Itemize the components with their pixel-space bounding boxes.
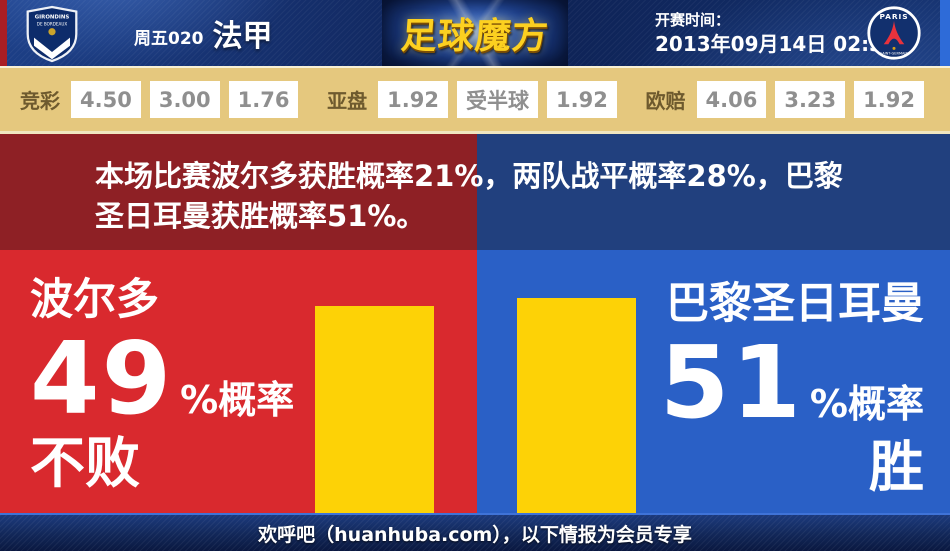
badge-ball-icon — [48, 28, 56, 36]
badge-chevron — [34, 37, 70, 60]
right-edge-accent — [940, 0, 950, 66]
odds-cell: 3.00 — [149, 81, 220, 118]
odds-cell: 4.06 — [696, 81, 767, 118]
odds-cell-handicap: 受半球 — [457, 81, 538, 118]
away-prob-bar — [517, 298, 636, 513]
odds-label-oupei: 欧赔 — [645, 89, 686, 113]
fleur-icon — [892, 46, 896, 50]
summary-text: 本场比赛波尔多获胜概率21%，两队战平概率28%，巴黎圣日耳曼获胜概率51%。 — [95, 159, 843, 233]
psg-crest-icon: PARIS SAINT-GERMAIN — [867, 6, 921, 60]
odds-group-jingcai: 竞彩 4.50 3.00 1.76 — [20, 81, 299, 118]
psg-badge: PARIS SAINT-GERMAIN — [866, 5, 922, 65]
away-prob-row: 51 %概率 — [659, 324, 924, 441]
home-panel: 波尔多 49 %概率 不败 — [0, 250, 477, 513]
away-panel: 巴黎圣日耳曼 51 %概率 胜 — [477, 250, 950, 513]
kickoff-block: 开赛时间： 2013年09月14日 02:30 — [655, 9, 897, 57]
odds-group-yapan: 亚盘 1.92 受半球 1.92 — [327, 81, 617, 118]
league-block: 周五020 法甲 — [134, 0, 273, 66]
kickoff-time: 2013年09月14日 02:30 — [655, 32, 897, 56]
divider — [0, 131, 950, 134]
bordeaux-badge: GIRONDINS DE BORDEAUX — [25, 5, 79, 67]
match-code: 周五020 — [134, 28, 204, 49]
odds-bar: 竞彩 4.50 3.00 1.76 亚盘 1.92 受半球 1.92 欧赔 4.… — [0, 68, 950, 131]
bordeaux-badge-line1: GIRONDINS — [35, 15, 70, 21]
away-prob-unit: %概率 — [809, 382, 924, 426]
bordeaux-badge-line2: DE BORDEAUX — [37, 21, 68, 26]
odds-cell: 1.92 — [854, 81, 924, 118]
home-prob-bar — [315, 306, 434, 513]
eiffel-tower-icon — [883, 20, 905, 45]
probability-section: 波尔多 49 %概率 不败 巴黎圣日耳曼 51 %概率 胜 — [0, 250, 950, 513]
psg-badge-line2: SAINT-GERMAIN — [880, 51, 909, 55]
away-prob-value: 51 — [659, 324, 803, 441]
odds-cell: 3.23 — [775, 81, 846, 118]
odds-cell: 1.76 — [228, 81, 299, 118]
brand-logo: 足球魔方 — [382, 0, 568, 66]
kickoff-label: 开赛时间： — [655, 11, 731, 29]
left-edge-accent — [0, 0, 7, 66]
league-name: 法甲 — [212, 19, 273, 54]
brand-text: 足球魔方 — [399, 16, 551, 57]
probability-summary-banner: 本场比赛波尔多获胜概率21%，两队战平概率28%，巴黎圣日耳曼获胜概率51%。 — [0, 134, 950, 250]
odds-cell: 4.50 — [71, 81, 141, 118]
home-prob-text: 波尔多 49 %概率 不败 — [30, 274, 294, 494]
home-prob-unit: %概率 — [180, 378, 295, 422]
home-outcome: 不败 — [30, 431, 141, 495]
odds-label-jingcai: 竞彩 — [20, 89, 60, 113]
psg-badge-line1: PARIS — [879, 12, 908, 21]
away-prob-text: 巴黎圣日耳曼 51 %概率 胜 — [660, 278, 924, 498]
odds-label-yapan: 亚盘 — [327, 89, 368, 113]
home-prob-value: 49 — [30, 320, 174, 437]
divider — [0, 66, 950, 68]
footer: 欢呼吧（huanhuba.com），以下情报为会员专享 — [0, 513, 950, 551]
home-team-name: 波尔多 — [30, 275, 159, 325]
match-header: GIRONDINS DE BORDEAUX 周五020 法甲 足球魔方 开赛时间… — [0, 0, 950, 66]
odds-group-oupei: 欧赔 4.06 3.23 1.92 — [646, 81, 924, 118]
bordeaux-crest-icon: GIRONDINS DE BORDEAUX — [26, 5, 78, 63]
away-team-name: 巴黎圣日耳曼 — [666, 279, 924, 329]
odds-cell: 1.92 — [378, 81, 448, 118]
footer-text: 欢呼吧（huanhuba.com），以下情报为会员专享 — [258, 523, 692, 546]
away-outcome: 胜 — [868, 435, 924, 499]
odds-cell: 1.92 — [547, 81, 617, 118]
home-prob-row: 49 %概率 — [30, 320, 295, 437]
